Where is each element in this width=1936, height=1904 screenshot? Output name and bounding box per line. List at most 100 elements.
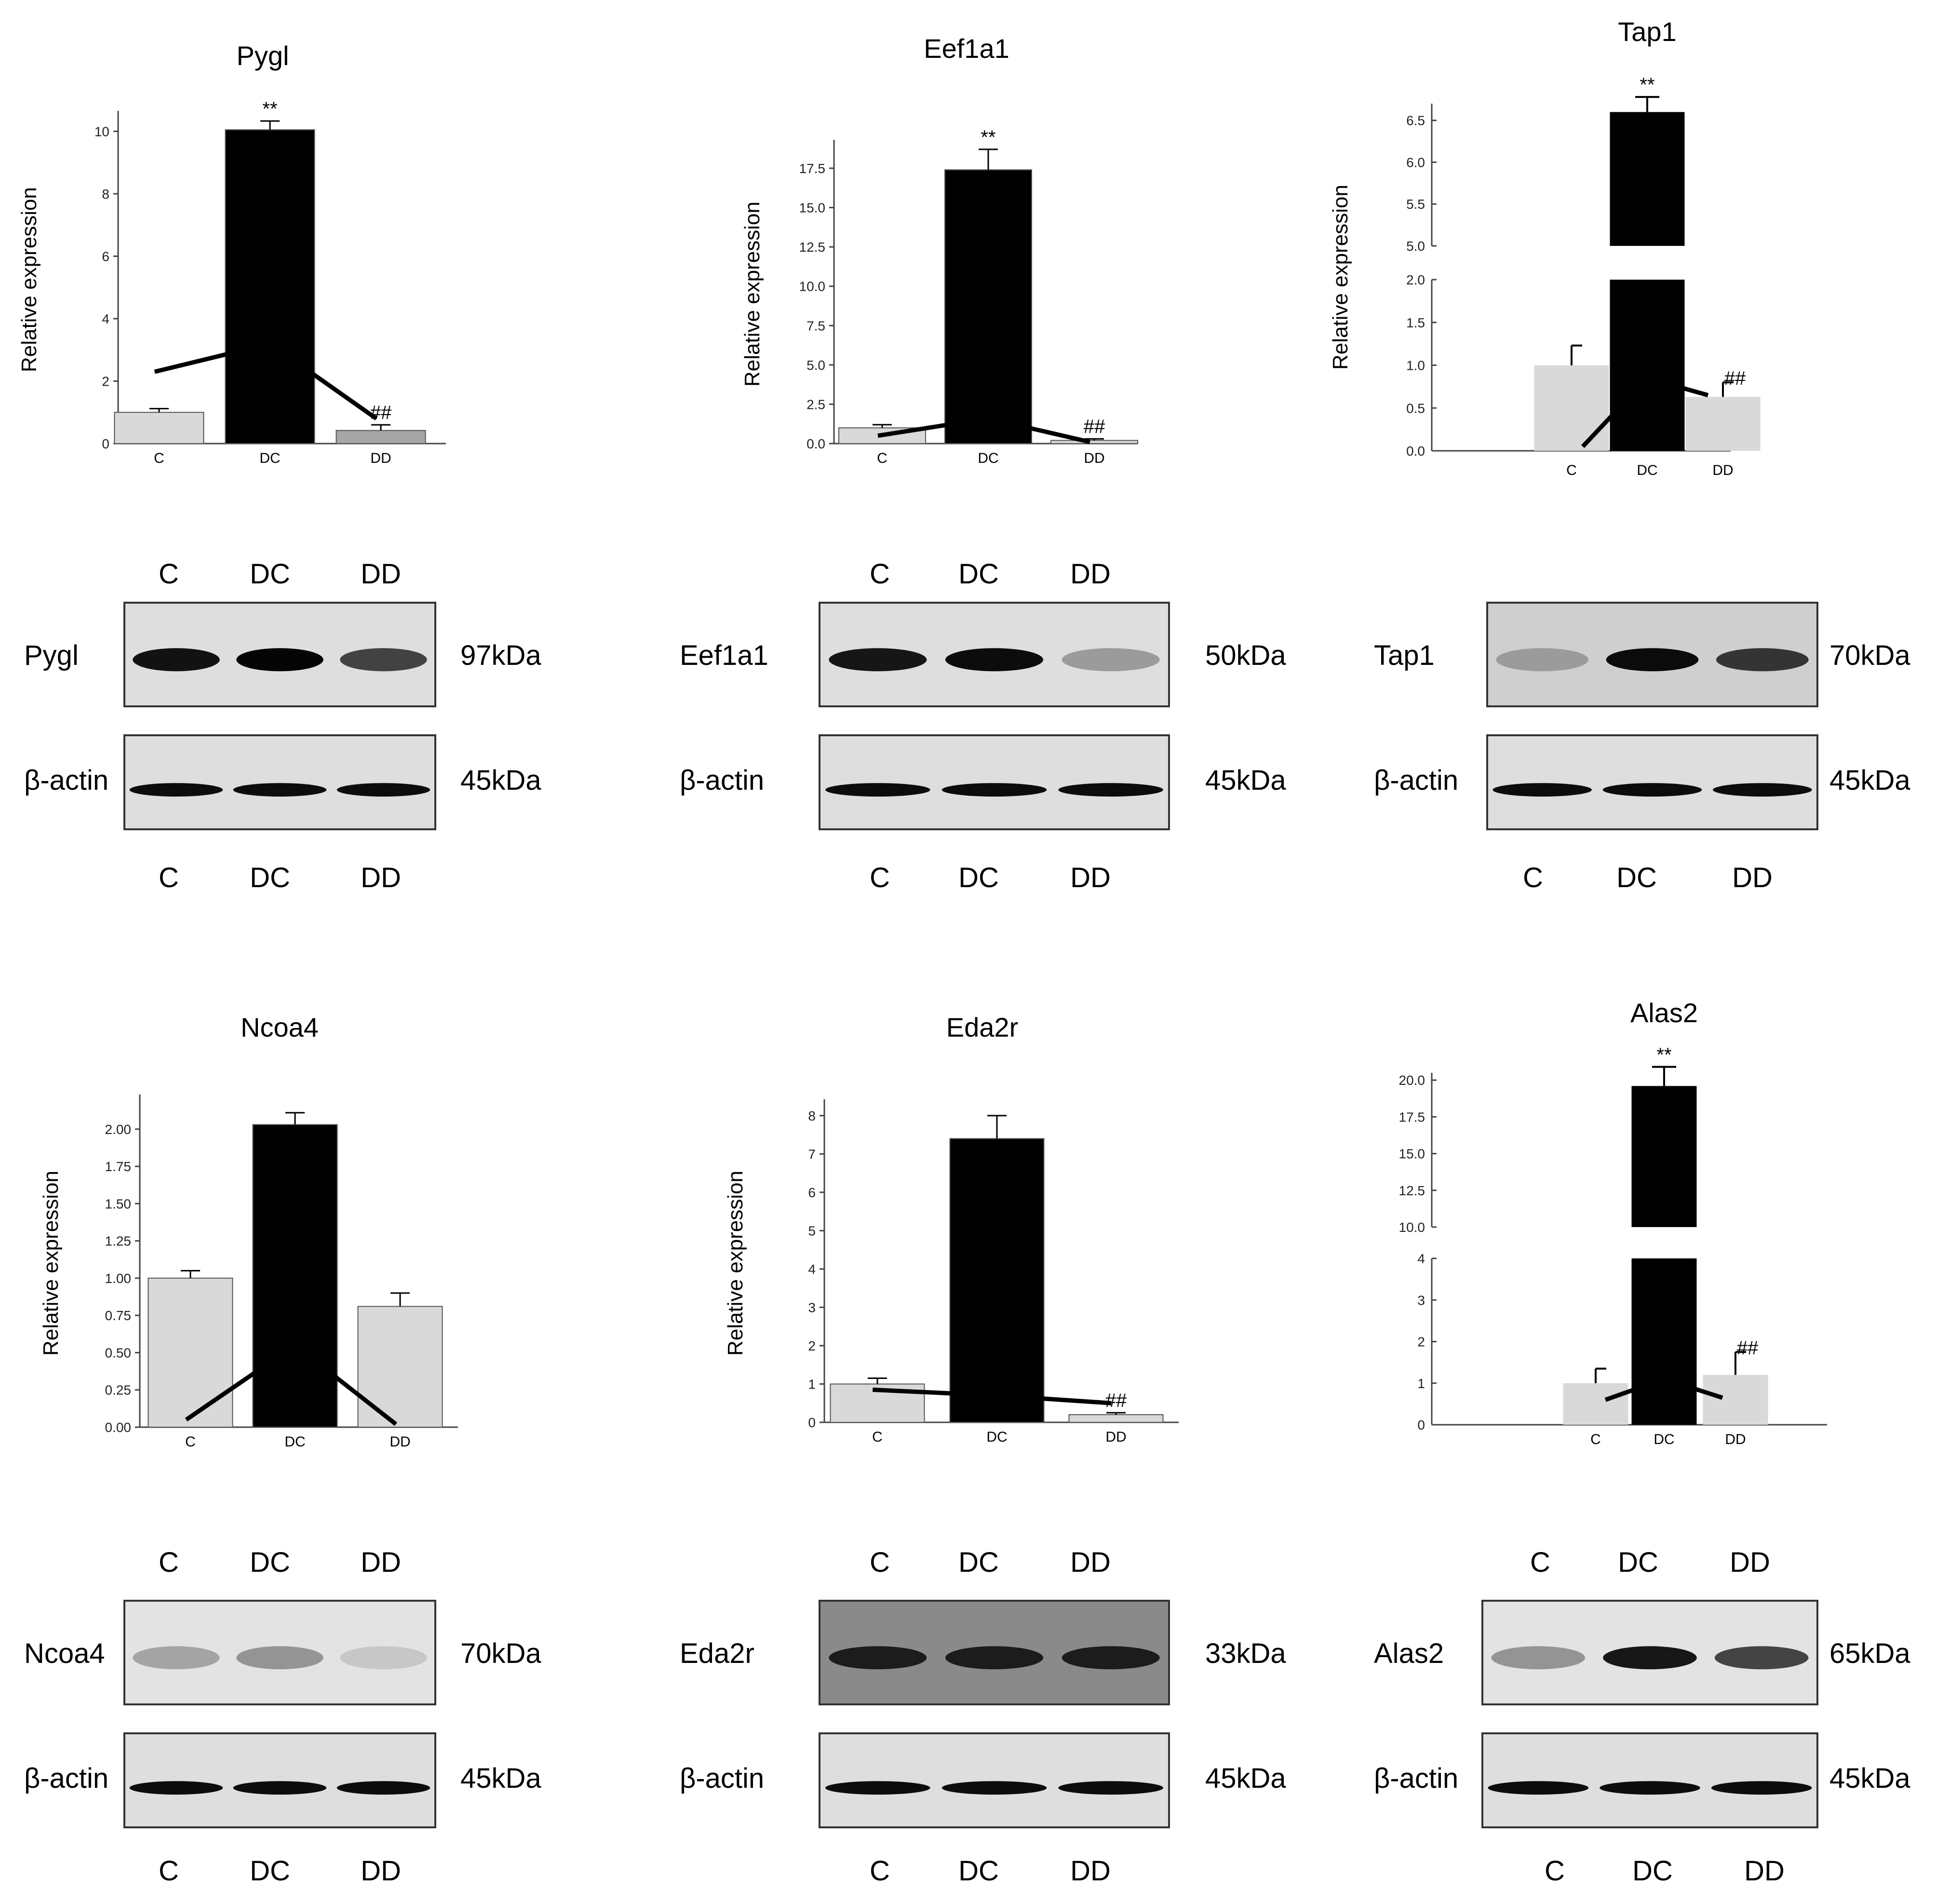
significance-label: ## xyxy=(1724,368,1746,389)
y-tick-label: 0.5 xyxy=(1406,401,1425,416)
lane-label-bottom: C xyxy=(870,862,890,893)
y-tick-label: 12.5 xyxy=(1399,1183,1425,1198)
y-tick-label: 3 xyxy=(1417,1293,1425,1308)
y-tick-label: 5 xyxy=(808,1223,816,1238)
lane-label-bottom: DD xyxy=(1070,862,1111,893)
chart-title: Eef1a1 xyxy=(924,33,1009,64)
trend-line xyxy=(185,1342,398,1426)
chart-pygl: Pygl Relative expression 0 2 4 6 8 10 C ** DC ## DD xyxy=(17,41,446,466)
bar-DC xyxy=(944,169,1032,445)
x-tick-label: DC xyxy=(978,450,998,466)
y-tick-label: 12.5 xyxy=(799,240,826,255)
bar-DC-lower xyxy=(1610,280,1685,451)
actin-size: 45kDa xyxy=(1205,1763,1286,1794)
protein-size: 70kDa xyxy=(1829,640,1910,671)
y-tick-label: 2.0 xyxy=(1406,272,1425,287)
lane-label-top: C xyxy=(1530,1547,1550,1578)
lane-label-bottom: C xyxy=(1523,862,1543,893)
lane-label-top: DD xyxy=(1730,1547,1770,1578)
x-tick-label: DC xyxy=(1654,1431,1674,1447)
y-tick-label: 6.5 xyxy=(1406,113,1425,128)
actin-label: β-actin xyxy=(1374,1763,1458,1794)
protein-label: Pygl xyxy=(24,640,79,671)
lane-label-top: C xyxy=(870,558,890,590)
protein-label: Alas2 xyxy=(1374,1638,1444,1669)
protein-band xyxy=(829,1646,927,1670)
lane-label-bottom: C xyxy=(159,862,179,893)
trend-line xyxy=(1581,376,1709,448)
y-tick-label: 1 xyxy=(1417,1376,1425,1391)
blots-layer: C DC DD Pygl 97kDa β-actin 45kDa C DC DD C DC DD Eef1… xyxy=(24,558,1910,1887)
x-tick-label: DC xyxy=(986,1429,1007,1445)
actin-band xyxy=(129,1781,223,1795)
lane-label-top: DC xyxy=(250,1547,290,1578)
y-tick-label: 15.0 xyxy=(1399,1147,1425,1161)
bar-DD xyxy=(357,1306,443,1428)
lane-label-bottom: C xyxy=(870,1855,890,1887)
y-tick-label: 6 xyxy=(808,1185,816,1200)
chart-eef1a1: Eef1a1 Relative expression 0.0 2.5 5.0 7.5 10.… xyxy=(740,33,1138,466)
bar-DC xyxy=(949,1138,1045,1423)
actin-label: β-actin xyxy=(24,765,108,796)
y-tick-label: 8 xyxy=(102,187,109,202)
actin-membrane xyxy=(123,734,436,830)
protein-label: Eda2r xyxy=(680,1638,754,1669)
actin-band xyxy=(336,1781,430,1795)
protein-size: 33kDa xyxy=(1205,1638,1286,1669)
actin-band xyxy=(941,1781,1047,1795)
actin-band xyxy=(825,783,930,797)
bar-DD xyxy=(1068,1414,1164,1423)
protein-band xyxy=(945,1646,1043,1670)
lane-label-bottom: DC xyxy=(1616,862,1657,893)
y-tick-label: 2 xyxy=(808,1338,816,1353)
actin-band xyxy=(1713,783,1812,797)
protein-band xyxy=(1491,1646,1586,1670)
chart-ncoa4: Ncoa4 Relative expression 0.00 0.25 0.50 0.75… xyxy=(39,1012,458,1450)
lane-label-top: DD xyxy=(1070,558,1111,590)
x-tick-label: DC xyxy=(259,450,280,466)
y-tick-label: 2 xyxy=(1417,1335,1425,1350)
bar-DD xyxy=(1050,440,1138,445)
actin-band xyxy=(1602,783,1702,797)
x-tick-label: C xyxy=(877,450,887,466)
chart-tap1: Tap1 Relative expression 0.0 0.5 1.0 1.5 2.0 5.… xyxy=(1329,16,1761,478)
lane-label-bottom: DD xyxy=(1744,1855,1785,1887)
y-tick-label: 0.75 xyxy=(105,1308,132,1323)
y-axis-label: Relative expression xyxy=(740,202,764,387)
protein-size: 70kDa xyxy=(460,1638,541,1669)
y-tick-label: 10 xyxy=(94,124,109,139)
y-tick-label: 1 xyxy=(808,1377,816,1391)
bar-C xyxy=(148,1277,233,1428)
lane-label-top: DC xyxy=(250,558,290,590)
y-tick-label: 2.5 xyxy=(807,397,825,412)
bar-DC-lower xyxy=(1631,1258,1697,1425)
y-tick-label: 1.25 xyxy=(105,1234,132,1249)
chart-title: Pygl xyxy=(237,41,289,71)
actin-size: 45kDa xyxy=(460,765,541,796)
actin-membrane xyxy=(123,1732,436,1828)
chart-title: Eda2r xyxy=(946,1012,1018,1042)
y-tick-label: 5.0 xyxy=(807,358,825,373)
x-tick-label: DC xyxy=(1637,462,1657,478)
y-tick-label: 15.0 xyxy=(799,201,826,216)
lane-label-bottom: DD xyxy=(361,1855,401,1887)
lane-label-top: DC xyxy=(958,1547,999,1578)
actin-band xyxy=(233,1781,327,1795)
blot-membrane xyxy=(123,1600,436,1705)
y-tick-label: 1.50 xyxy=(105,1196,132,1211)
chart-title: Ncoa4 xyxy=(241,1012,319,1042)
protein-label: Ncoa4 xyxy=(24,1638,105,1669)
y-tick-label: 0.50 xyxy=(105,1345,132,1360)
blot-panel-eda2r: C DC DD Eda2r 33kDa β-actin 45kDa C DC DD xyxy=(680,1547,1286,1887)
protein-label: Tap1 xyxy=(1374,640,1435,671)
y-tick-label: 7 xyxy=(808,1147,816,1161)
y-axis-label: Relative expression xyxy=(17,187,41,372)
blot-panel-pygl: C DC DD Pygl 97kDa β-actin 45kDa C DC DD xyxy=(24,558,541,893)
chart-eda2r: Eda2r Relative expression 0 1 2 3 4 5 6 7 8 C DC ## DD xyxy=(724,1012,1179,1445)
significance-label: ## xyxy=(1105,1390,1127,1411)
y-tick-label: 5.5 xyxy=(1406,197,1425,212)
lane-label-top: DC xyxy=(1618,1547,1658,1578)
y-tick-label: 0 xyxy=(102,436,109,451)
actin-band xyxy=(233,783,327,797)
